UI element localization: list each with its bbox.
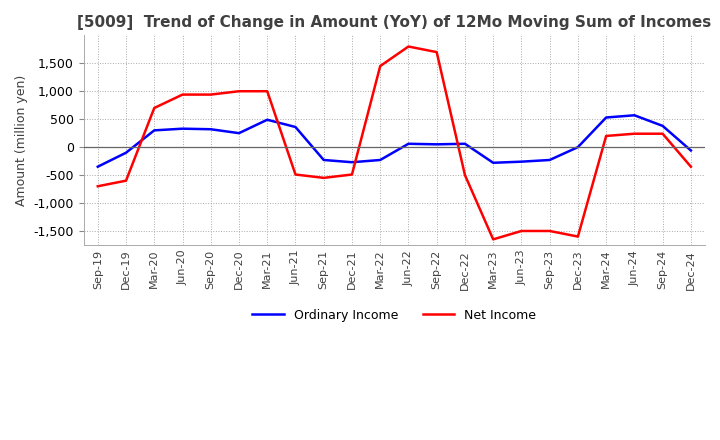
Line: Net Income: Net Income — [98, 47, 691, 239]
Y-axis label: Amount (million yen): Amount (million yen) — [15, 74, 28, 206]
Net Income — [574, 234, 582, 239]
Ordinary Income — [320, 158, 328, 163]
Line: Ordinary Income: Ordinary Income — [98, 115, 691, 167]
Net Income — [150, 105, 158, 110]
Net Income — [94, 183, 102, 189]
Ordinary Income — [207, 127, 215, 132]
Ordinary Income — [291, 125, 300, 130]
Ordinary Income — [263, 117, 271, 122]
Ordinary Income — [150, 128, 158, 133]
Net Income — [545, 228, 554, 234]
Ordinary Income — [178, 126, 186, 131]
Net Income — [376, 63, 384, 69]
Net Income — [122, 178, 130, 183]
Net Income — [461, 172, 469, 178]
Net Income — [404, 44, 413, 49]
Net Income — [433, 49, 441, 55]
Net Income — [348, 172, 356, 177]
Net Income — [291, 172, 300, 177]
Ordinary Income — [348, 160, 356, 165]
Net Income — [630, 131, 639, 136]
Ordinary Income — [489, 160, 498, 165]
Ordinary Income — [122, 150, 130, 155]
Ordinary Income — [461, 141, 469, 147]
Ordinary Income — [545, 158, 554, 163]
Title: [5009]  Trend of Change in Amount (YoY) of 12Mo Moving Sum of Incomes: [5009] Trend of Change in Amount (YoY) o… — [77, 15, 711, 30]
Net Income — [207, 92, 215, 97]
Ordinary Income — [376, 158, 384, 163]
Net Income — [263, 88, 271, 94]
Legend: Ordinary Income, Net Income: Ordinary Income, Net Income — [248, 304, 541, 327]
Net Income — [687, 164, 696, 169]
Ordinary Income — [235, 131, 243, 136]
Ordinary Income — [404, 141, 413, 147]
Ordinary Income — [658, 123, 667, 128]
Net Income — [658, 131, 667, 136]
Net Income — [320, 175, 328, 180]
Net Income — [489, 237, 498, 242]
Ordinary Income — [94, 164, 102, 169]
Ordinary Income — [630, 113, 639, 118]
Ordinary Income — [574, 144, 582, 150]
Ordinary Income — [433, 142, 441, 147]
Ordinary Income — [687, 148, 696, 153]
Net Income — [178, 92, 186, 97]
Net Income — [517, 228, 526, 234]
Net Income — [235, 88, 243, 94]
Net Income — [602, 133, 611, 139]
Ordinary Income — [602, 115, 611, 120]
Ordinary Income — [517, 159, 526, 164]
